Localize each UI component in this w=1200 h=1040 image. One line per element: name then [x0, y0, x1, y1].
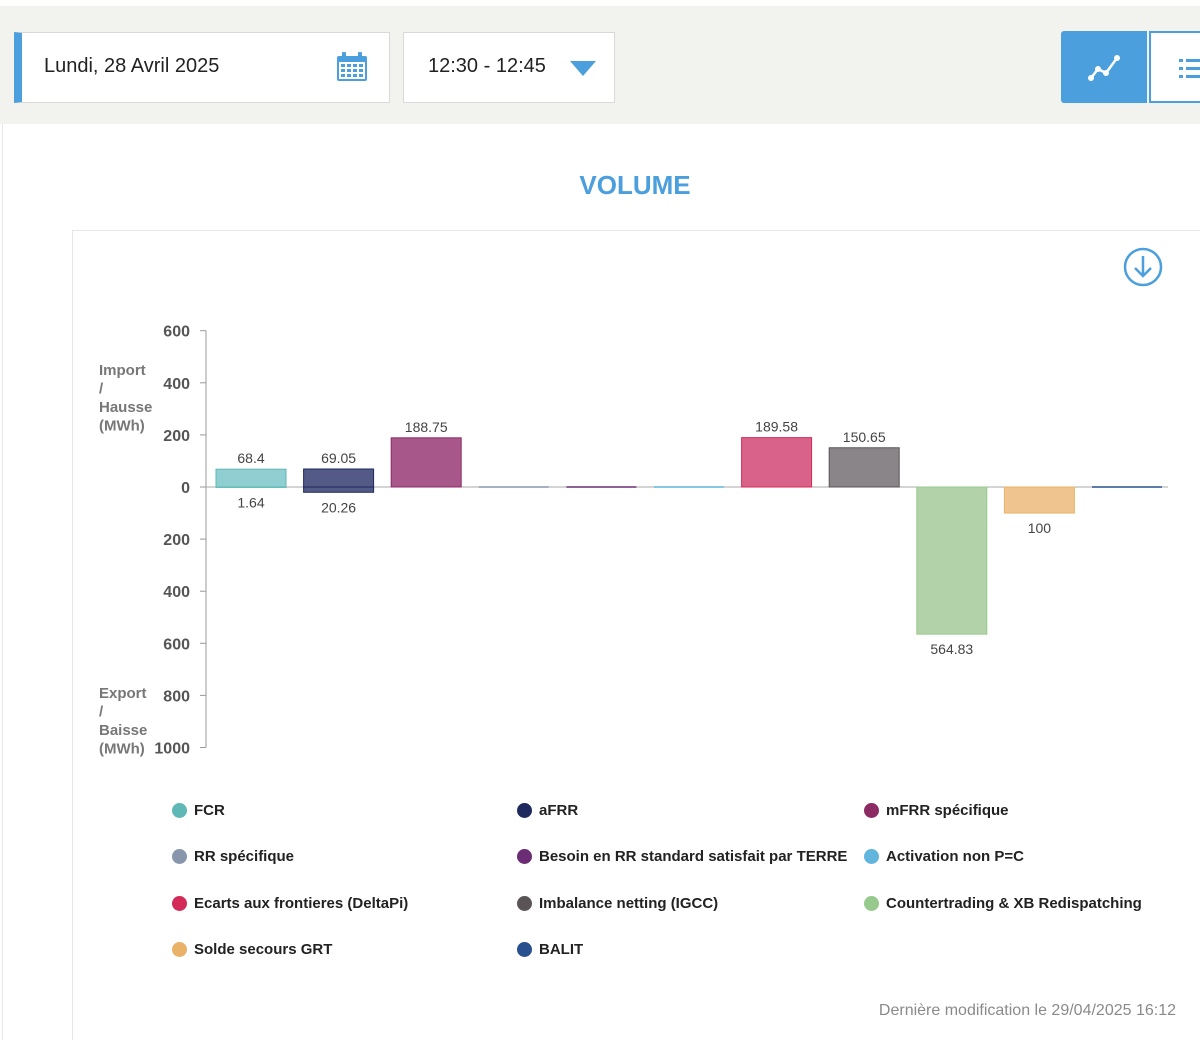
legend-swatch — [172, 942, 187, 957]
legend-label: Imbalance netting (IGCC) — [539, 894, 719, 912]
legend-item[interactable]: Besoin en RR standard satisfait par TERR… — [517, 846, 847, 868]
bar-negative — [303, 486, 375, 493]
calendar-icon[interactable] — [336, 52, 368, 82]
list-icon — [1179, 59, 1200, 78]
legend-label: Countertrading & XB Redispatching — [886, 894, 1142, 912]
legend-item[interactable]: Imbalance netting (IGCC) — [517, 892, 718, 914]
chart-view-button[interactable] — [1061, 31, 1147, 103]
legend-swatch — [517, 849, 532, 864]
legend-item[interactable]: FCR — [172, 799, 225, 821]
data-label-positive: 188.75 — [405, 419, 448, 435]
y-tick-label: 800 — [163, 688, 190, 705]
date-label: Lundi, 28 Avril 2025 — [44, 55, 220, 77]
data-label-negative: 564.83 — [930, 641, 973, 657]
bar-positive — [303, 468, 375, 488]
table-view-button[interactable] — [1149, 31, 1200, 103]
legend-item[interactable]: Solde secours GRT — [172, 939, 332, 961]
y-tick-label: 600 — [163, 636, 190, 653]
legend-label: FCR — [194, 801, 225, 819]
legend-item[interactable]: Countertrading & XB Redispatching — [864, 892, 1142, 914]
time-range-select[interactable]: 12:30 - 12:45 — [403, 32, 615, 103]
y-axis-label-import: / — [99, 381, 104, 398]
legend-item[interactable]: Activation non P=C — [864, 846, 1024, 868]
y-tick-label: 400 — [163, 376, 190, 393]
y-tick-label: 400 — [163, 584, 190, 601]
legend-label: aFRR — [539, 801, 579, 819]
y-tick-label: 200 — [163, 532, 190, 549]
data-label-positive: 69.05 — [321, 450, 356, 466]
bar-positive — [215, 468, 287, 488]
y-axis-label-export: Export — [99, 685, 147, 702]
legend-item[interactable]: Ecarts aux frontieres (DeltaPi) — [172, 892, 408, 914]
y-tick-label: 600 — [163, 324, 190, 341]
data-label-negative: 1.64 — [237, 494, 264, 510]
y-axis-label-export: (MWh) — [99, 741, 145, 758]
time-range-label: 12:30 - 12:45 — [428, 55, 546, 77]
legend-label: Solde secours GRT — [194, 941, 333, 958]
bar-negative — [1003, 486, 1075, 514]
line-chart-icon — [1088, 55, 1120, 81]
legend-label: Besoin en RR standard satisfait par TERR… — [539, 848, 848, 865]
legend-swatch — [864, 802, 879, 818]
data-label-negative: 100 — [1028, 520, 1052, 536]
legend-item[interactable]: BALIT — [517, 939, 583, 961]
legend-swatch — [172, 895, 187, 911]
bar-positive — [390, 437, 462, 488]
legend-swatch — [517, 802, 532, 818]
chart-panel — [72, 230, 1200, 1040]
y-axis-label-export: Baisse — [99, 722, 147, 739]
download-icon[interactable] — [1122, 246, 1164, 288]
legend-swatch — [864, 895, 879, 911]
data-label-positive: 189.58 — [755, 419, 798, 435]
y-axis-label-import: Import — [99, 362, 146, 379]
legend-label: Activation non P=C — [886, 848, 1024, 865]
data-label-positive: 150.65 — [843, 429, 886, 445]
chevron-down-icon — [570, 61, 596, 76]
bar-positive — [828, 447, 900, 488]
legend-swatch — [864, 849, 879, 864]
y-tick-label: 200 — [163, 428, 190, 445]
legend-item[interactable]: RR spécifique — [172, 846, 294, 868]
y-axis-label-import: Hausse — [99, 399, 152, 416]
data-label-negative: 20.26 — [321, 499, 356, 515]
legend-swatch — [517, 895, 532, 911]
last-modified-label: Dernière modification le 29/04/2025 16:1… — [878, 1002, 1176, 1019]
bar-negative — [916, 486, 988, 635]
legend-item[interactable]: aFRR — [517, 799, 578, 821]
chart-title: VOLUME — [579, 170, 691, 200]
legend-label: mFRR spécifique — [886, 801, 1009, 819]
y-tick-label: 1000 — [154, 741, 190, 758]
legend-swatch — [172, 849, 187, 864]
legend-label: BALIT — [539, 941, 584, 958]
legend-item[interactable]: mFRR spécifique — [864, 799, 1009, 821]
main-content — [2, 124, 1200, 1040]
legend-swatch — [172, 802, 187, 818]
y-axis-label-export: / — [99, 704, 104, 721]
bar-positive — [741, 437, 813, 488]
y-tick-label: 0 — [181, 480, 190, 497]
date-picker[interactable]: Lundi, 28 Avril 2025 — [14, 32, 390, 103]
data-label-positive: 68.4 — [237, 450, 264, 466]
legend-label: RR spécifique — [194, 848, 295, 865]
legend-swatch — [517, 942, 532, 957]
toolbar: Lundi, 28 Avril 2025 12:30 - 12:45 — [0, 0, 1200, 124]
legend-label: Ecarts aux frontieres (DeltaPi) — [194, 894, 409, 912]
y-axis-label-import: (MWh) — [99, 418, 145, 435]
